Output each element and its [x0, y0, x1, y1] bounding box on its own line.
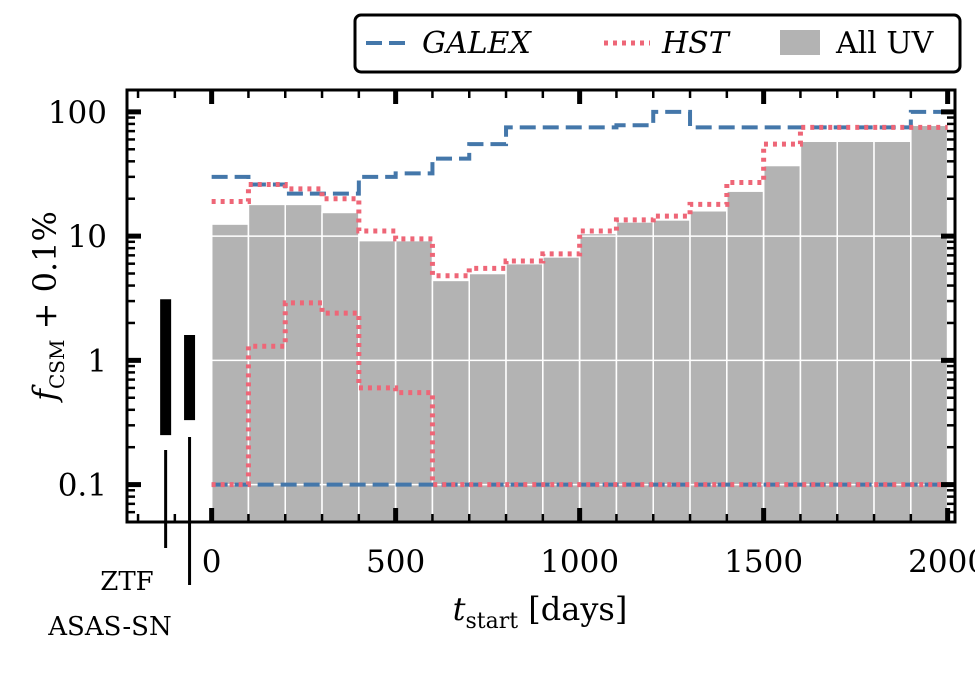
legend-hst-label: HST: [661, 26, 731, 61]
legend-box: [353, 13, 962, 74]
y-tick-label-1: 1: [87, 343, 107, 379]
asassn-label: ASAS-SN: [47, 612, 171, 642]
x-tick-label-3: 1500: [724, 544, 803, 580]
side-limits-layer: [160, 299, 196, 585]
bar-alluv-13: [689, 210, 728, 523]
plot-frame: [125, 88, 957, 524]
x-tick-label-4: 2000: [908, 544, 975, 580]
line-hst-lower: [211, 300, 948, 488]
y-axis-label-rest: + 0.1%: [26, 211, 64, 339]
x-axis-label-rest: [days]: [518, 590, 627, 628]
y-axis-label: fCSM + 0.1%: [26, 211, 69, 403]
bar-alluv-9: [542, 256, 581, 523]
x-axis-label-main: t: [453, 590, 466, 628]
bar-alluv-14: [726, 190, 765, 523]
bar-alluv-12: [652, 219, 691, 523]
x-tick-label-2: 1000: [540, 544, 619, 580]
bar-alluv-3: [321, 211, 360, 523]
line-hst-upper: [211, 124, 948, 279]
bars-layer: [210, 124, 949, 523]
line-galex-upper: [211, 109, 948, 196]
x-axis-label-sub: start: [466, 609, 519, 634]
bar-alluv-7: [468, 272, 507, 523]
legend-alluv-swatch: [780, 30, 820, 55]
bar-alluv-1: [247, 203, 286, 523]
bar-alluv-10: [578, 232, 618, 523]
ztf-label: ZTF: [100, 567, 153, 597]
legend-alluv-label: All UV: [835, 26, 935, 61]
y-tick-label-3: 100: [48, 95, 107, 131]
bar-alluv-17: [836, 140, 875, 523]
legend-galex-label: GALEX: [422, 26, 532, 61]
bar-alluv-2: [284, 203, 323, 523]
x-axis-label: tstart [days]: [453, 590, 628, 634]
bar-alluv-16: [799, 140, 838, 523]
bar-alluv-18: [873, 140, 912, 523]
bar-alluv-11: [615, 221, 654, 523]
bar-alluv-15: [762, 164, 802, 523]
bar-alluv-4: [358, 239, 397, 523]
y-axis-label-sub: CSM: [45, 340, 69, 389]
legend: GALEX HST All UV: [353, 13, 962, 74]
x-tick-label-1: 500: [366, 544, 425, 580]
bar-alluv-5: [394, 239, 434, 523]
bar-alluv-19: [910, 124, 949, 523]
x-tick-label-0: 0: [202, 544, 222, 580]
lines-layer: [211, 109, 948, 488]
y-tick-label-2: 10: [68, 219, 107, 255]
y-tick-label-0: 0.1: [58, 468, 107, 504]
bar-alluv-0: [210, 223, 250, 523]
